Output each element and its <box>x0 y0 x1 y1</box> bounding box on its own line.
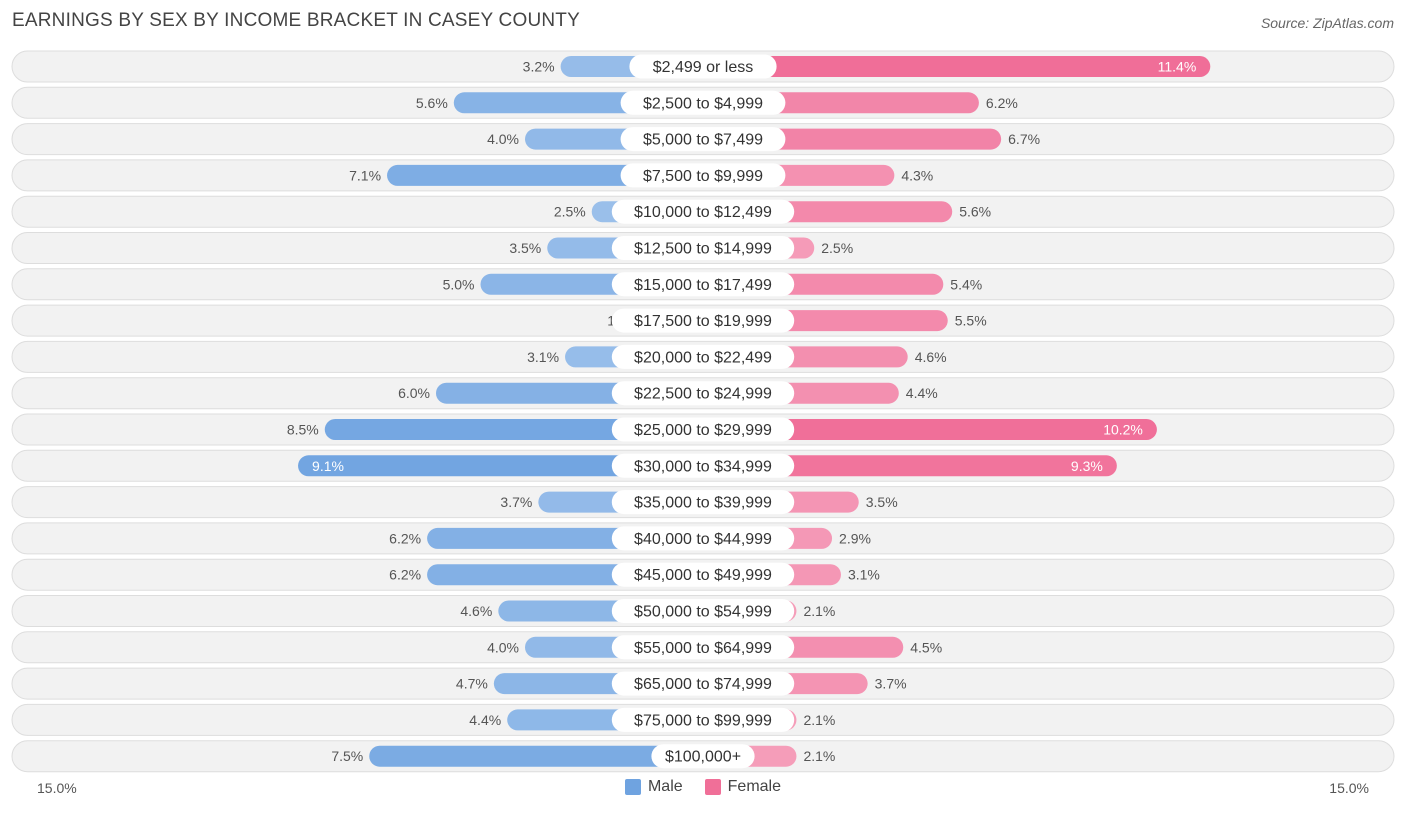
category-label: $5,000 to $7,499 <box>643 132 763 149</box>
category-label-background <box>620 163 786 188</box>
category-label-background <box>611 526 795 551</box>
value-label-male: 5.6% <box>416 95 448 111</box>
category-label: $45,000 to $49,999 <box>634 567 772 584</box>
legend-item-male[interactable]: Male <box>624 778 683 796</box>
value-label-male: 6.2% <box>389 567 421 583</box>
value-label-female: 6.2% <box>986 95 1018 111</box>
category-label: $100,000+ <box>665 749 741 766</box>
value-label-female: 11.4% <box>1158 59 1197 75</box>
category-label: $65,000 to $74,999 <box>634 676 772 693</box>
chart-title: EARNINGS BY SEX BY INCOME BRACKET IN CAS… <box>12 10 580 31</box>
legend-swatch-female <box>704 779 721 795</box>
legend-swatch-male <box>624 779 641 795</box>
category-label: $40,000 to $44,999 <box>634 531 772 548</box>
category-label-background <box>611 199 795 224</box>
value-label-female: 5.6% <box>959 204 991 220</box>
value-label-female: 4.3% <box>901 167 933 183</box>
category-label: $55,000 to $64,999 <box>634 640 772 657</box>
legend-label-female: Female <box>727 778 782 795</box>
category-label: $75,000 to $99,999 <box>634 712 772 729</box>
value-label-male: 4.4% <box>469 712 501 728</box>
value-label-male: 4.7% <box>456 676 488 692</box>
axis-min-label: 15.0% <box>37 780 77 796</box>
value-label-female: 4.4% <box>906 385 938 401</box>
value-label-male: 3.1% <box>527 349 559 365</box>
category-label: $50,000 to $54,999 <box>634 604 772 621</box>
category-label: $30,000 to $34,999 <box>634 458 772 475</box>
bar-male[interactable] <box>369 745 713 767</box>
value-label-male: 8.5% <box>287 422 319 438</box>
value-label-male: 4.0% <box>487 131 519 147</box>
category-label: $12,500 to $14,999 <box>634 241 772 258</box>
category-label-background <box>611 562 795 587</box>
bar-male[interactable] <box>298 455 713 477</box>
category-label-background <box>611 417 795 442</box>
legend-item-female[interactable]: Female <box>704 778 782 796</box>
bar-female[interactable] <box>693 419 1157 440</box>
value-label-male: 5.0% <box>443 276 475 292</box>
category-label: $2,499 or less <box>653 59 754 76</box>
value-label-male: 9.1% <box>312 458 344 474</box>
category-label-background <box>611 599 795 623</box>
value-label-male: 4.0% <box>487 639 519 655</box>
value-label-male: 4.6% <box>460 603 492 619</box>
category-label-background <box>629 54 777 79</box>
value-label-male: 6.0% <box>398 385 430 401</box>
category-label: $10,000 to $12,499 <box>634 204 772 221</box>
value-label-female: 2.5% <box>821 240 853 256</box>
bar-female[interactable] <box>693 56 1211 77</box>
value-label-female: 5.4% <box>950 276 982 292</box>
category-label: $35,000 to $39,999 <box>634 495 772 512</box>
value-label-male: 7.1% <box>349 167 381 183</box>
value-label-male: 2.5% <box>554 204 586 220</box>
value-label-female: 2.1% <box>803 603 835 619</box>
axis-max-label: 15.0% <box>1329 780 1369 796</box>
value-label-female: 2.1% <box>803 712 835 728</box>
value-label-female: 5.5% <box>955 313 987 329</box>
legend: Male Female <box>0 778 1406 796</box>
category-label-background <box>611 671 795 696</box>
category-label-background <box>611 344 795 369</box>
value-label-male: 3.5% <box>509 240 541 256</box>
value-label-female: 2.9% <box>839 530 871 546</box>
category-label: $22,500 to $24,999 <box>634 386 772 403</box>
value-label-female: 3.7% <box>875 676 907 692</box>
category-label-background <box>620 127 786 152</box>
category-label: $15,000 to $17,499 <box>634 277 772 294</box>
category-label-background <box>611 490 795 515</box>
category-label: $25,000 to $29,999 <box>634 422 772 439</box>
value-label-female: 10.2% <box>1103 422 1143 438</box>
category-label-background <box>651 744 755 769</box>
value-label-female: 4.6% <box>915 349 947 365</box>
value-label-female: 9.3% <box>1071 458 1103 474</box>
category-label: $7,500 to $9,999 <box>643 168 763 185</box>
legend-label-male: Male <box>647 778 683 795</box>
source-credit: Source: ZipAtlas.com <box>1260 15 1394 31</box>
category-label-background <box>611 381 795 406</box>
bar-female[interactable] <box>693 455 1117 477</box>
category-label-background <box>611 308 795 333</box>
value-label-male: 3.7% <box>500 494 532 510</box>
category-label-background <box>611 453 795 478</box>
value-label-female: 3.5% <box>866 494 898 510</box>
category-label: $2,500 to $4,999 <box>643 95 763 112</box>
value-label-female: 6.7% <box>1008 131 1040 147</box>
category-label-background <box>611 707 795 732</box>
category-label-background <box>611 635 795 660</box>
value-label-male: 6.2% <box>389 530 421 546</box>
value-label-female: 3.1% <box>848 567 880 583</box>
category-label-background <box>620 90 786 115</box>
value-label-male: 3.2% <box>523 59 555 75</box>
category-label-background <box>611 236 795 260</box>
category-label-background <box>611 272 795 297</box>
value-label-male: 7.5% <box>331 748 363 764</box>
value-label-female: 4.5% <box>910 639 942 655</box>
category-label: $20,000 to $22,499 <box>634 349 772 366</box>
value-label-female: 2.1% <box>803 748 835 764</box>
category-label: $17,500 to $19,999 <box>634 313 772 330</box>
